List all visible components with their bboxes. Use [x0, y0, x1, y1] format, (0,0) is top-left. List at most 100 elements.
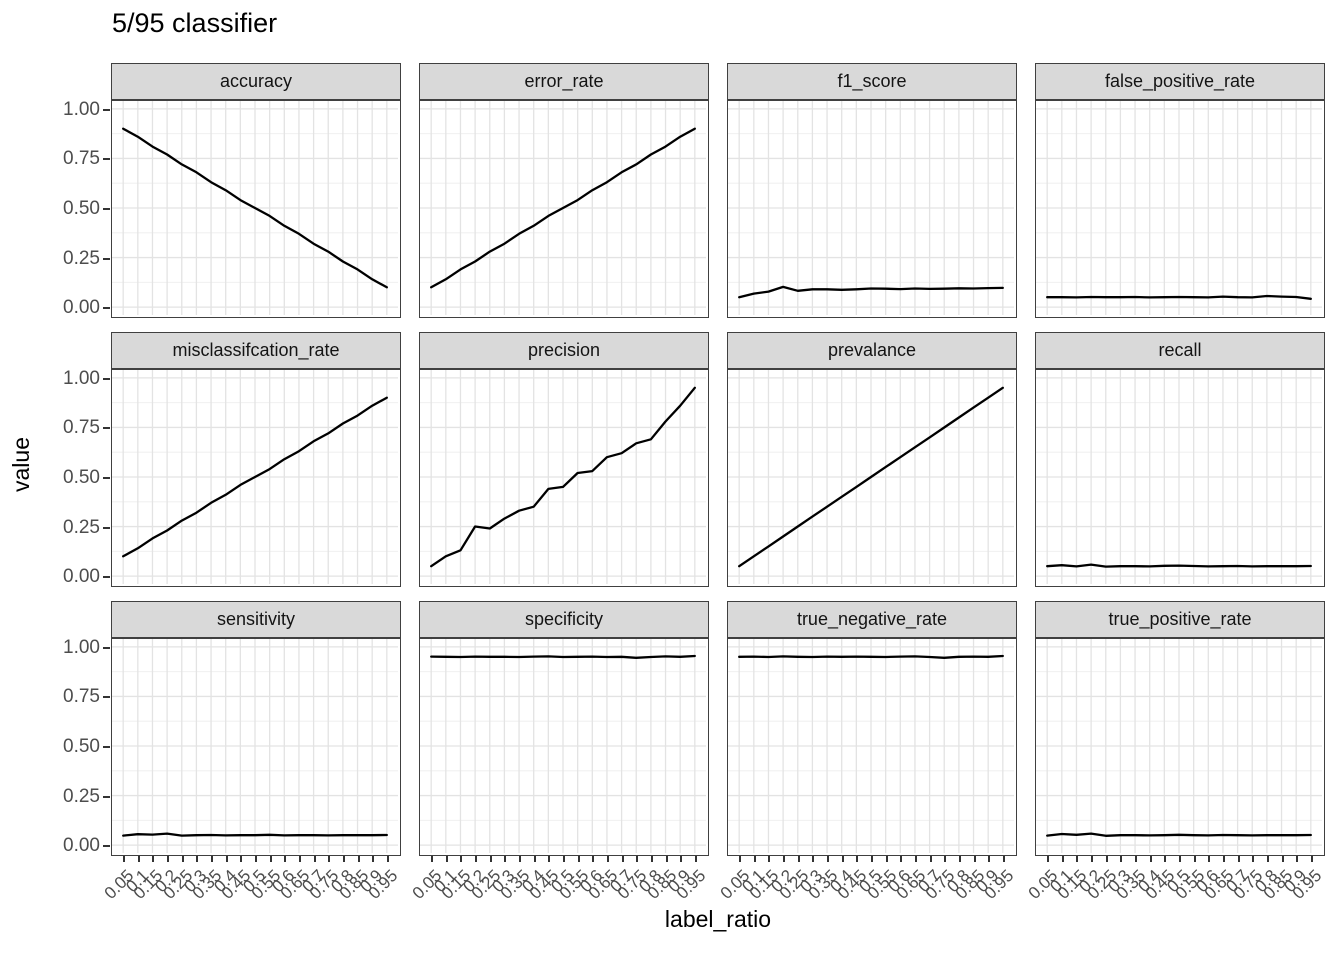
facet-panel: [1035, 369, 1325, 587]
facet-panel: [419, 100, 709, 318]
x-axis-tick: [650, 856, 653, 862]
x-axis-tick: [342, 856, 345, 862]
y-axis-tick: [103, 377, 110, 380]
y-axis-tick-label: 0.25: [63, 516, 100, 538]
facet-strip: prevalance: [727, 332, 1017, 369]
x-axis-tick: [328, 856, 331, 862]
facet-strip: accuracy: [111, 63, 401, 100]
x-axis-tick: [196, 856, 199, 862]
y-axis-tick-label: 0.75: [63, 417, 100, 439]
facet-strip: sensitivity: [111, 601, 401, 638]
facet-strip: misclassifcation_rate: [111, 332, 401, 369]
y-axis-tick-label: 0.50: [63, 736, 100, 757]
x-axis-tick: [1076, 856, 1079, 862]
y-axis-tick-label: 0.00: [63, 835, 100, 857]
panel-plot-area: [1036, 101, 1322, 315]
x-axis-tick: [240, 856, 243, 862]
x-axis-tick: [152, 856, 155, 862]
facet-panel: [111, 638, 401, 856]
x-axis-tick: [1193, 856, 1196, 862]
x-axis-tick: [914, 856, 917, 862]
panel-plot-area: [420, 639, 706, 853]
panel-plot-area: [112, 639, 398, 853]
facet-strip-label: specificity: [524, 609, 604, 629]
x-axis-tick: [1091, 856, 1094, 862]
x-axis-tick: [1047, 856, 1050, 862]
y-axis-tick: [103, 158, 110, 161]
facet-strip: specificity: [419, 601, 709, 638]
x-axis-tick: [372, 856, 375, 862]
data-line-prevalance: [738, 386, 1004, 568]
x-axis-tick: [431, 856, 434, 862]
x-axis-tick: [797, 856, 800, 862]
x-axis-tick: [973, 856, 976, 862]
panel-plot-area: [420, 370, 706, 584]
facet-panel: [727, 100, 1017, 318]
x-axis-tick: [563, 856, 565, 862]
x-axis-tick: [1120, 856, 1123, 862]
x-axis-tick: [1061, 856, 1064, 862]
x-axis-tick: [548, 856, 551, 862]
y-axis-tick-label: 0.00: [63, 297, 100, 319]
y-axis-tick: [103, 307, 110, 310]
y-axis-tick-label: 1.00: [63, 367, 100, 389]
y-axis-tick: [103, 108, 110, 111]
y-axis-tick-label: 0.75: [63, 148, 100, 170]
facet-strip: precision: [419, 332, 709, 369]
x-axis-tick: [827, 856, 830, 862]
y-axis-tick: [103, 746, 110, 748]
x-axis-tick: [313, 856, 316, 862]
x-axis-tick: [665, 856, 668, 862]
facet-panel: [419, 638, 709, 856]
data-line-false_positive_rate: [1046, 294, 1312, 300]
x-axis-tick: [783, 856, 786, 862]
facet-panel: [727, 638, 1017, 856]
x-axis-tick: [211, 856, 214, 862]
y-axis-tick: [103, 257, 110, 260]
x-axis-tick: [621, 856, 624, 862]
y-axis-tick: [103, 526, 110, 529]
facet-panel: [1035, 638, 1325, 856]
x-axis-tick: [1281, 856, 1284, 862]
panel-plot-area: [728, 101, 1014, 315]
y-axis-tick-label: 0.25: [63, 247, 100, 269]
x-axis-tick: [577, 856, 580, 862]
x-axis-tick: [475, 856, 478, 862]
y-axis-tick-label: 0.50: [63, 198, 100, 219]
x-axis-tick: [944, 856, 947, 862]
facet-panel: [1035, 100, 1325, 318]
facet-strip: error_rate: [419, 63, 709, 100]
facet-panel: [727, 369, 1017, 587]
panel-plot-area: [420, 101, 706, 315]
x-axis-tick: [1296, 856, 1299, 862]
y-axis-tick: [103, 576, 110, 579]
x-axis-tick: [988, 856, 991, 862]
facet-strip-label: sensitivity: [216, 609, 296, 629]
y-axis-tick-label: 0.00: [63, 566, 100, 588]
x-axis-tick: [1002, 856, 1005, 862]
data-line-misclassifcation_rate: [122, 396, 388, 558]
x-axis-tick: [680, 856, 683, 862]
panel-plot-area: [728, 639, 1014, 853]
x-axis-tick: [592, 856, 595, 862]
y-axis-tick-label: 0.25: [63, 785, 100, 807]
x-axis-tick: [841, 856, 844, 862]
x-axis-tick: [1105, 856, 1108, 862]
facet-strip-label: f1_score: [837, 71, 907, 91]
x-axis-tick: [1222, 856, 1225, 862]
x-axis-tick: [533, 856, 536, 862]
facet-panel: [111, 100, 401, 318]
facet-strip-label: true_negative_rate: [796, 609, 948, 629]
x-axis-tick: [519, 856, 522, 862]
facet-strip: false_positive_rate: [1035, 63, 1325, 100]
y-axis-tick-label: 1.00: [63, 98, 100, 120]
x-axis-tick: [1135, 856, 1138, 862]
y-axis-tick: [103, 696, 110, 699]
x-axis-tick: [768, 856, 771, 862]
panel-plot-area: [728, 370, 1014, 584]
y-axis-tick-label: 0.50: [63, 467, 100, 488]
x-axis-tick: [636, 856, 639, 862]
y-axis-tick: [103, 845, 110, 848]
x-axis-tick: [298, 856, 301, 862]
